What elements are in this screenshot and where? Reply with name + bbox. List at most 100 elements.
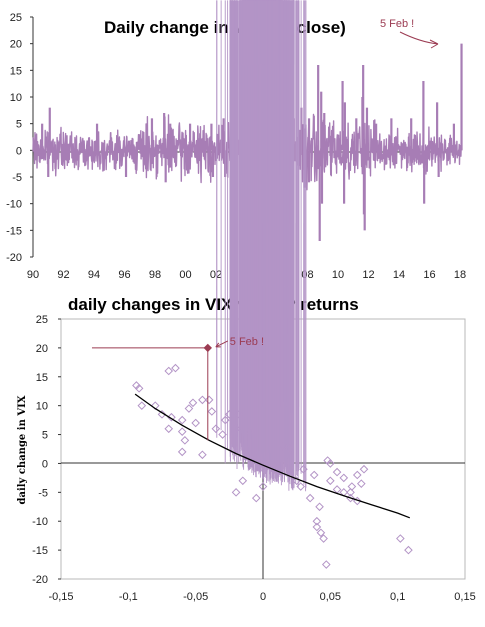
scatter-point [177, 415, 187, 425]
scatter-trendline [134, 393, 411, 519]
scatter-point [319, 534, 328, 543]
scatter-point [177, 447, 187, 457]
scatter-y-tick-label: 20 [36, 343, 48, 355]
scatter-point [184, 404, 194, 413]
scatter-point [211, 424, 221, 434]
top-x-tick-label: 08 [301, 269, 313, 281]
scatter-point [321, 560, 331, 569]
scatter-x-tick-label: 0 [260, 591, 266, 603]
top-y-tick-label: -20 [6, 252, 22, 264]
scatter-point [204, 395, 214, 405]
top-x-tick-label: 00 [179, 269, 191, 281]
scatter-point [157, 410, 167, 419]
vix-vs-sp-scatter-chart: daily changes in VIX vs S&P returns 25 20… [17, 0, 476, 603]
scatter-point [258, 482, 268, 491]
top-y-tick-label: 10 [10, 92, 22, 104]
top-y-tick-label: 15 [10, 65, 22, 77]
top-x-tick-label: 02 [210, 269, 222, 281]
scatter-point [347, 482, 357, 491]
top-x-tick-label: 16 [423, 269, 435, 281]
scatter-point [346, 488, 355, 497]
scatter-points [132, 0, 413, 569]
scatter-y-axis-label: daily change in VIX [17, 395, 28, 504]
scatter-point [396, 534, 405, 543]
scatter-point [296, 482, 306, 491]
top-y-tick-labels: 25 20 15 10 5 0 -5 -10 -15 -20 [6, 12, 33, 264]
scatter-point [231, 488, 241, 497]
top-y-tick-label: -10 [6, 199, 22, 211]
scatter-x-tick-label: -0,15 [48, 591, 73, 603]
scatter-y-tick-label: -20 [32, 574, 48, 586]
scatter-point [245, 427, 254, 436]
highlight-diamond-marker [203, 343, 212, 353]
highlight-arrow [215, 340, 229, 348]
scatter-y-tick-label: -10 [32, 516, 48, 528]
scatter-x-tick-label: 0,15 [454, 591, 475, 603]
scatter-point [359, 464, 369, 474]
top-y-tick-label: -15 [6, 225, 22, 237]
top-x-tick-label: 10 [332, 269, 344, 281]
scatter-point [164, 424, 174, 434]
top-y-tick-label: -5 [12, 172, 22, 184]
scatter-point [312, 522, 322, 532]
scatter-point [332, 467, 342, 477]
top-x-tick-label: 94 [88, 269, 100, 281]
top-x-tick-label: 14 [393, 269, 405, 281]
scatter-point [356, 479, 366, 488]
scatter-y-tick-label: -15 [32, 545, 48, 557]
scatter-point [234, 410, 244, 419]
top-annotation-label: 5 Feb ! [380, 18, 414, 30]
scatter-point [316, 528, 326, 538]
scatter-point [278, 441, 288, 451]
scatter-y-tick-label: 5 [42, 430, 48, 442]
scatter-point [323, 456, 332, 465]
scatter-y-tick-label: 25 [36, 314, 48, 326]
scatter-point [326, 476, 335, 486]
scatter-point [134, 384, 144, 393]
scatter-point [218, 430, 227, 439]
top-y-tick-label: 20 [10, 39, 22, 51]
top-y-tick-label: 5 [16, 119, 22, 131]
scatter-x-tick-label: -0,1 [119, 591, 138, 603]
top-x-tick-label: 96 [118, 269, 130, 281]
scatter-point [326, 459, 335, 468]
scatter-point [198, 450, 207, 460]
scatter-y-tick-label: 0 [42, 458, 48, 470]
highlight-label: 5 Feb ! [230, 336, 264, 348]
scatter-point [207, 407, 217, 416]
scatter-y-tick-label: -5 [38, 487, 48, 499]
scatter-point [180, 436, 190, 445]
top-y-tick-label: 25 [10, 12, 22, 24]
feb5-highlight: 5 Feb ! [91, 336, 264, 441]
scatter-point [238, 476, 248, 486]
top-x-tick-label: 98 [149, 269, 161, 281]
top-x-tick-label: 12 [362, 269, 374, 281]
scatter-point [198, 395, 207, 405]
scatter-point [137, 401, 147, 410]
scatter-point [167, 412, 176, 422]
scatter-point [191, 418, 200, 428]
scatter-point [404, 545, 413, 555]
scatter-x-tick-label: 0,05 [320, 591, 341, 603]
scatter-y-tick-label: 15 [36, 372, 48, 384]
scatter-point [339, 473, 349, 483]
top-x-tick-label: 90 [27, 269, 39, 281]
scatter-point [285, 444, 295, 454]
scatter-point [225, 410, 234, 419]
scatter-chart-title: daily changes in VIX vs S&P returns [68, 295, 359, 314]
scatter-y-tick-label: 10 [36, 401, 48, 413]
scatter-point [251, 493, 261, 503]
top-x-tick-label: 92 [57, 269, 69, 281]
scatter-point [164, 366, 174, 376]
scatter-point [177, 427, 187, 436]
top-x-tick-label: 18 [454, 269, 466, 281]
scatter-point [171, 363, 180, 373]
scatter-x-tick-label: -0,05 [183, 591, 208, 603]
scatter-point [299, 464, 308, 474]
scatter-y-tick-labels: 25 20 15 10 5 0 -5 -10 -15 -20 [32, 314, 61, 586]
scatter-point [188, 398, 198, 408]
top-y-tick-label: 0 [16, 145, 22, 157]
scatter-point [305, 493, 315, 503]
scatter-x-tick-labels: -0,15 -0,1 -0,05 0 0,05 0,1 0,15 [48, 591, 475, 603]
